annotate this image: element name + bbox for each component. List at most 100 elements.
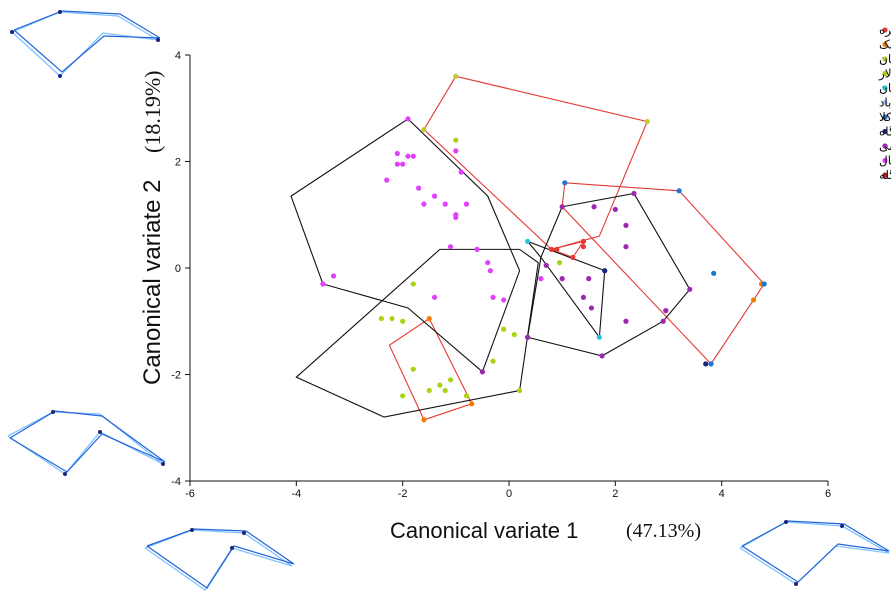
data-point-series-8 <box>479 369 486 375</box>
data-point-series-6 <box>562 180 568 186</box>
hull-2 <box>423 75 648 250</box>
data-point-series-2 <box>453 73 459 79</box>
data-point-series-9 <box>431 193 438 199</box>
shape-thumbnail-top-left <box>10 10 161 78</box>
legend-label: پل زنگله <box>879 168 891 183</box>
data-point-series-9 <box>405 153 411 159</box>
legend-label: تنگه واشی <box>879 139 891 154</box>
data-point-series-8 <box>623 222 629 228</box>
legend-label: امره <box>879 23 891 38</box>
data-point-series-3 <box>463 393 470 399</box>
data-point-series-9 <box>442 201 448 207</box>
y-tick-label: 2 <box>175 157 181 169</box>
data-point-series-8 <box>543 262 549 268</box>
data-point-series-6 <box>676 188 682 194</box>
data-point-series-9 <box>400 161 406 167</box>
hull-3 <box>295 248 539 418</box>
data-point-series-9 <box>394 161 400 167</box>
data-point-series-0 <box>570 254 576 260</box>
data-point-series-9 <box>538 276 544 282</box>
data-point-series-3 <box>378 315 384 322</box>
legend-swatch <box>882 114 888 120</box>
data-point-series-9 <box>405 116 411 122</box>
hull-9 <box>290 118 521 373</box>
y-axis-percent: (18.19%) <box>140 71 165 153</box>
data-point-series-3 <box>517 387 523 394</box>
x-tick-label: -2 <box>398 488 408 500</box>
legend-label: دشت لار <box>878 67 891 82</box>
y-tick-label: -4 <box>171 476 181 488</box>
data-point-series-9 <box>453 148 459 154</box>
data-point-series-2 <box>421 126 427 133</box>
legend-label: توچال <box>879 154 891 169</box>
data-point-series-0 <box>580 244 587 250</box>
data-point-series-3 <box>556 260 563 266</box>
y-tick-label: 0 <box>175 263 181 275</box>
data-point-series-3 <box>447 377 454 383</box>
hull-8 <box>526 192 691 357</box>
data-point-series-3 <box>442 387 448 394</box>
data-point-series-8 <box>631 190 637 197</box>
data-point-series-9 <box>421 201 427 207</box>
data-point-series-9 <box>453 214 459 221</box>
legend-label: جنت آباد <box>879 95 891 110</box>
data-point-series-3 <box>400 318 406 324</box>
data-point-series-3 <box>437 382 443 388</box>
data-point-series-1 <box>421 417 427 423</box>
legend-label: گلوگاه و گرگان <box>879 81 891 96</box>
data-point-series-4 <box>525 238 531 244</box>
legend-swatch <box>882 99 888 106</box>
data-point-series-1 <box>469 401 475 407</box>
data-point-series-8 <box>623 318 629 324</box>
data-point-series-8 <box>580 294 587 300</box>
hull-4 <box>525 240 606 339</box>
legend-swatch <box>882 172 888 178</box>
legend-swatch <box>882 56 888 62</box>
data-point-series-9 <box>431 294 438 300</box>
data-point-series-8 <box>623 244 629 250</box>
data-point-series-8 <box>559 204 565 210</box>
y-tick-label: 4 <box>175 50 181 62</box>
data-point-series-9 <box>410 153 416 159</box>
data-point-series-3 <box>410 366 416 372</box>
data-point-series-6 <box>761 281 767 287</box>
data-point-series-0 <box>554 246 560 252</box>
legend-swatch <box>882 157 888 164</box>
legend-swatch <box>882 128 888 135</box>
data-point-series-3 <box>426 387 432 394</box>
legend-swatch <box>882 27 888 33</box>
legend-swatch <box>882 143 888 149</box>
hull-6 <box>561 182 765 365</box>
data-point-series-3 <box>511 331 517 338</box>
x-tick-label: -4 <box>291 488 301 500</box>
legend-label: برنجستانک <box>879 38 891 53</box>
x-tick-label: 6 <box>825 488 831 500</box>
data-point-series-9 <box>490 294 496 300</box>
data-point-series-9 <box>463 201 470 207</box>
data-point-series-9 <box>416 185 422 191</box>
data-point-series-8 <box>599 353 605 359</box>
data-point-series-9 <box>394 150 400 157</box>
data-point-series-8 <box>612 206 618 213</box>
x-tick-label: -6 <box>185 488 195 500</box>
data-point-series-8 <box>525 334 531 340</box>
data-point-series-3 <box>410 281 416 287</box>
data-point-series-0 <box>580 238 587 244</box>
data-point-series-3 <box>490 358 496 364</box>
data-point-series-3 <box>501 326 507 332</box>
data-point-series-9 <box>447 244 454 250</box>
x-tick-label: 0 <box>506 488 512 500</box>
data-point-series-8 <box>687 286 693 292</box>
legend-label: رویان و خواجه کلا <box>879 110 891 125</box>
data-point-series-6 <box>711 270 717 276</box>
data-point-series-8 <box>591 204 597 210</box>
data-point-series-6 <box>708 361 714 367</box>
y-tick-label: -2 <box>171 370 181 382</box>
data-point-series-9 <box>501 297 507 303</box>
data-point-series-9 <box>485 260 491 266</box>
data-point-series-9 <box>458 169 464 175</box>
legend-swatch <box>882 41 888 48</box>
x-tick-label: 4 <box>719 488 725 500</box>
shape-thumbnail-bottom-left <box>144 528 295 591</box>
